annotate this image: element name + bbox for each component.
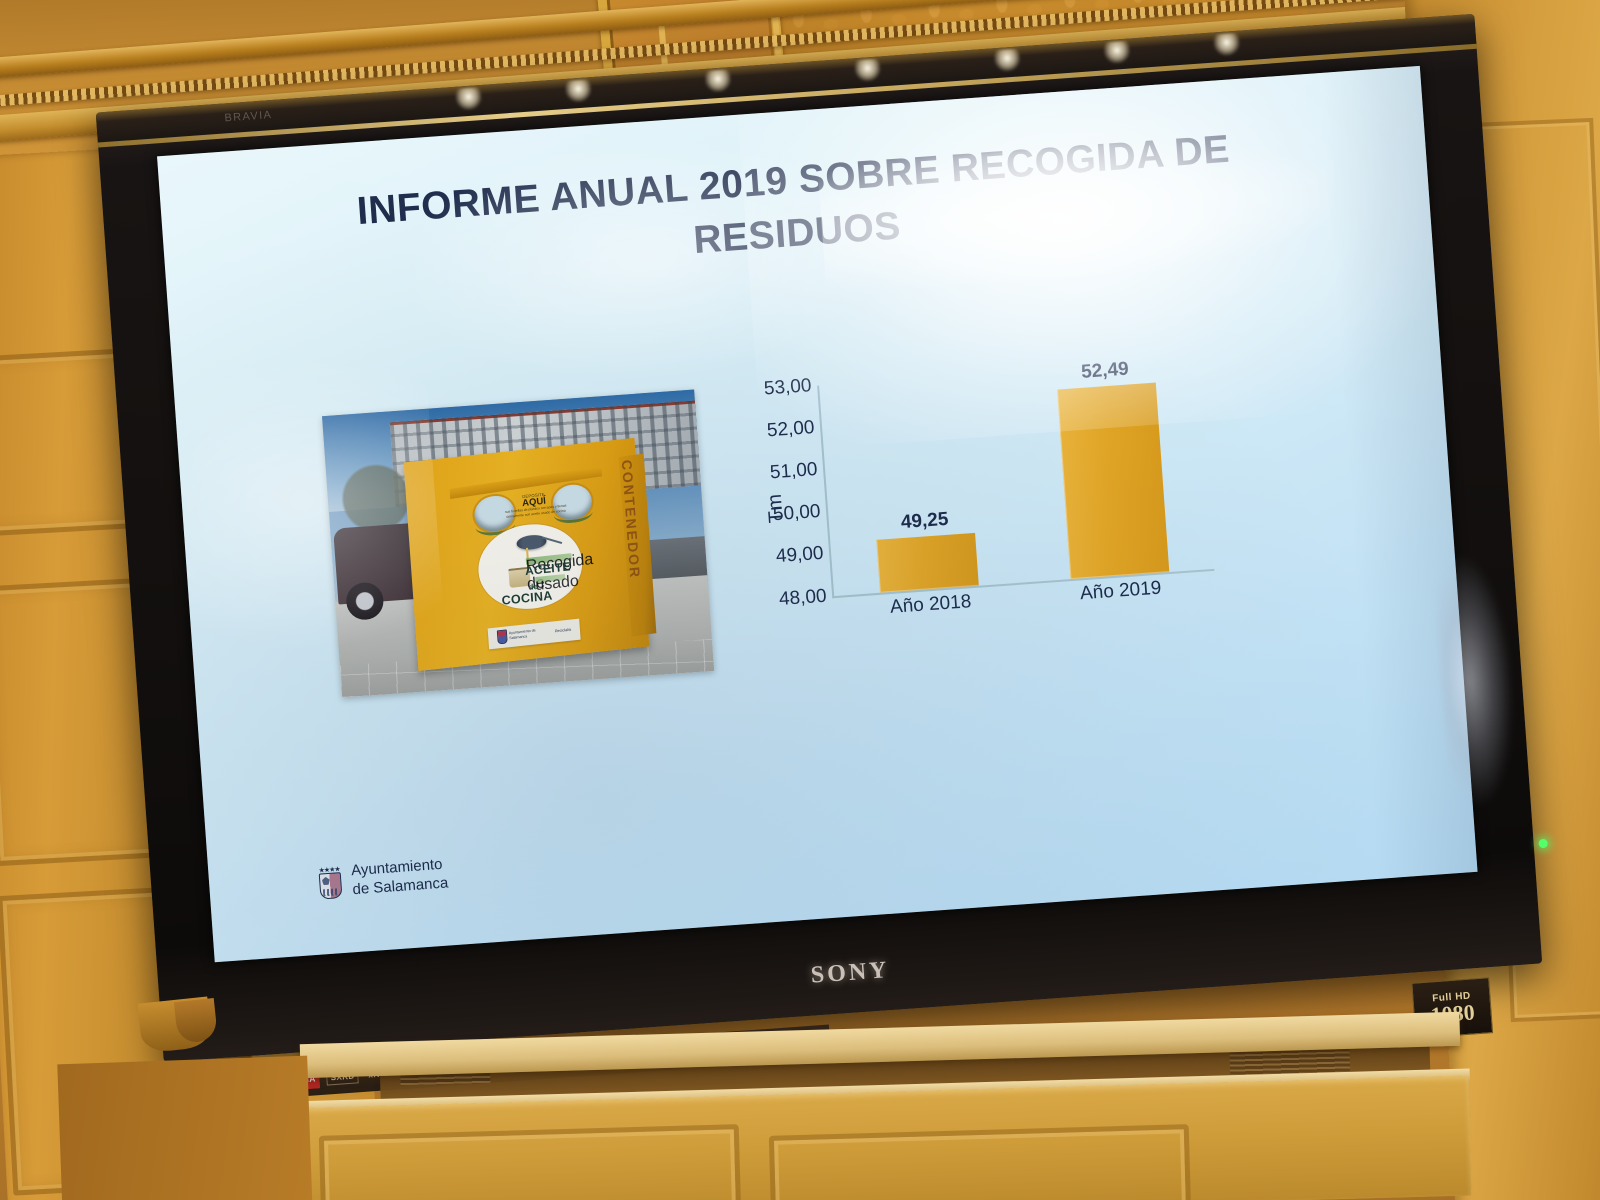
bar-chart: Tm 48,00 49,00 50,00 51,00 52,00 53,00 49,25 A… bbox=[763, 353, 1217, 634]
presentation-slide: INFORME ANUAL 2019 SOBRE RECOGIDA DE RES… bbox=[157, 65, 1478, 963]
chart-plot-area: 48,00 49,00 50,00 51,00 52,00 53,00 49,25 Año … bbox=[763, 358, 1215, 618]
chart-y-tick-label: 52,00 bbox=[766, 416, 816, 442]
oil-container-sponsor-plate: Ayuntamiento de Salamanca Reciclalia bbox=[487, 618, 581, 649]
chart-bar-value-label: 49,25 bbox=[900, 508, 950, 533]
chart-x-tick-label: Año 2019 bbox=[1079, 577, 1163, 604]
credenza-side bbox=[57, 1055, 313, 1200]
salamanca-coat-of-arms-icon: ★★★★ bbox=[316, 865, 344, 901]
chart-bars: 49,25 Año 2018 52,49 Año 2019 bbox=[819, 358, 1199, 618]
specular-glint-icon bbox=[704, 69, 732, 93]
chart-bar: 49,25 Año 2018 bbox=[876, 509, 979, 618]
crest-shield-icon bbox=[318, 871, 343, 900]
oil-container: DEPOSITE AQUÍ sus botellas de plástico c… bbox=[403, 437, 658, 672]
salamanca-crest-icon bbox=[496, 629, 508, 645]
oil-container-sponsor-org: Ayuntamiento de Salamanca bbox=[508, 628, 536, 641]
footer-org-name: Ayuntamiento de Salamanca bbox=[351, 855, 449, 899]
credenza-door-right bbox=[768, 1124, 1192, 1200]
footer-logo: ★★★★ Ayuntamiento de Salamanca bbox=[316, 855, 449, 902]
oil-container-sponsor-partner: Reciclalia bbox=[554, 627, 572, 634]
specular-glint-icon bbox=[993, 48, 1022, 73]
slide-title-line-2: RESIDUOS bbox=[692, 204, 903, 263]
chart-y-axis-ticks: 48,00 49,00 50,00 51,00 52,00 53,00 bbox=[763, 358, 1199, 610]
specular-glint-icon bbox=[1213, 32, 1241, 57]
tv-screen-frame: INFORME ANUAL 2019 SOBRE RECOGIDA DE RES… bbox=[157, 65, 1478, 963]
specular-glint-icon bbox=[1103, 40, 1131, 65]
slide-title: INFORME ANUAL 2019 SOBRE RECOGIDA DE RES… bbox=[236, 116, 1355, 301]
chart-y-tick-label: 48,00 bbox=[778, 585, 828, 610]
specular-glint-icon bbox=[564, 79, 593, 103]
chart-bar-value-label: 52,49 bbox=[1080, 358, 1130, 384]
chart-y-tick-label: 49,00 bbox=[775, 543, 825, 568]
chart-bar: 52,49 Año 2019 bbox=[1056, 359, 1170, 604]
credenza-door-left bbox=[318, 1124, 742, 1200]
container-photo: DEPOSITE AQUÍ sus botellas de plástico c… bbox=[321, 389, 715, 698]
chart-y-tick-label: 50,00 bbox=[772, 501, 822, 526]
television: BRAVIA INFORME ANUAL 2019 SOBRE RECOGIDA… bbox=[95, 13, 1549, 1099]
specular-glint-icon bbox=[454, 87, 483, 111]
chart-y-tick-label: 51,00 bbox=[769, 459, 819, 484]
specular-glint-icon bbox=[853, 58, 882, 83]
chart-y-tick-label: 53,00 bbox=[763, 374, 813, 400]
chart-x-tick-label: Año 2018 bbox=[889, 590, 972, 618]
